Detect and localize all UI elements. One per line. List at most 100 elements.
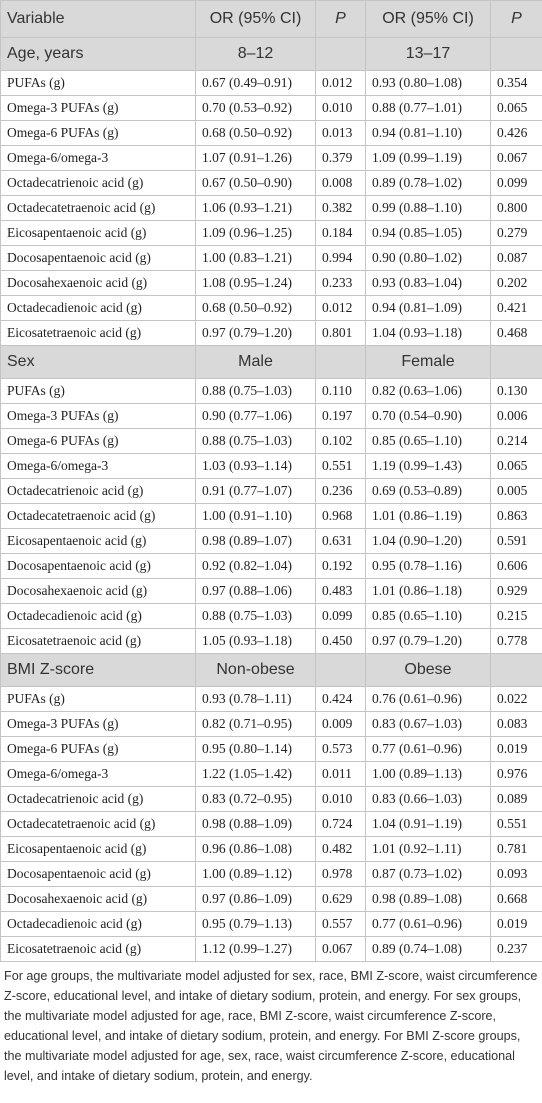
header-cell: OR (95% CI) (195, 0, 316, 38)
value-cell: 0.87 (0.73–1.02) (365, 861, 491, 887)
variable-cell: Octadecatrienoic acid (g) (0, 478, 196, 504)
footnote: For age groups, the multivariate model a… (4, 969, 538, 1083)
value-cell: 0.197 (315, 403, 366, 429)
value-cell: 0.98 (0.89–1.07) (195, 528, 316, 554)
value-cell: 0.93 (0.78–1.11) (195, 686, 316, 712)
value-cell: 0.83 (0.72–0.95) (195, 786, 316, 812)
variable-cell: Docosapentaenoic acid (g) (0, 245, 196, 271)
variable-cell: Eicosapentaenoic acid (g) (0, 220, 196, 246)
variable-cell: Omega-6 PUFAs (g) (0, 428, 196, 454)
value-cell: 0.551 (315, 453, 366, 479)
section-row: Age, years 8–12 13–17 (0, 37, 542, 71)
value-cell: 0.450 (315, 628, 366, 654)
value-cell: 0.778 (490, 628, 542, 654)
value-cell: 0.863 (490, 503, 542, 529)
value-cell: 0.70 (0.54–0.90) (365, 403, 491, 429)
data-row: Docosapentaenoic acid (g) 1.00 (0.89–1.12… (0, 861, 542, 887)
data-row: Omega-6/omega-3 1.03 (0.93–1.14) 0.551 1.19… (0, 453, 542, 479)
value-cell: 0.95 (0.80–1.14) (195, 736, 316, 762)
value-cell: 0.96 (0.86–1.08) (195, 836, 316, 862)
value-cell: 0.631 (315, 528, 366, 554)
group-label: Male (195, 345, 316, 379)
value-cell: 0.483 (315, 578, 366, 604)
value-cell: 0.468 (490, 320, 542, 346)
value-cell: 0.093 (490, 861, 542, 887)
value-cell: 0.426 (490, 120, 542, 146)
data-row: Omega-6 PUFAs (g) 0.95 (0.80–1.14) 0.573 0.… (0, 736, 542, 762)
section-label: Age, years (0, 37, 196, 71)
value-cell: 0.781 (490, 836, 542, 862)
data-row: Omega-6 PUFAs (g) 0.88 (0.75–1.03) 0.102 0.… (0, 428, 542, 454)
value-cell: 0.929 (490, 578, 542, 604)
data-row: Octadecatrienoic acid (g) 0.83 (0.72–0.95… (0, 786, 542, 812)
data-row: PUFAs (g) 0.88 (0.75–1.03) 0.110 0.82 (0.63… (0, 378, 542, 404)
data-row: Octadecatrienoic acid (g) 0.67 (0.50–0.90… (0, 170, 542, 196)
value-cell: 0.083 (490, 711, 542, 737)
value-cell: 1.00 (0.89–1.13) (365, 761, 491, 787)
value-cell: 0.97 (0.88–1.06) (195, 578, 316, 604)
data-row: Omega-6/omega-3 1.22 (1.05–1.42) 0.011 1.00… (0, 761, 542, 787)
value-cell: 0.629 (315, 886, 366, 912)
value-cell: 0.801 (315, 320, 366, 346)
data-row: Eicosapentaenoic acid (g) 1.09 (0.96–1.25… (0, 220, 542, 246)
value-cell: 0.93 (0.83–1.04) (365, 270, 491, 296)
empty-cell (315, 653, 366, 687)
value-cell: 0.90 (0.80–1.02) (365, 245, 491, 271)
variable-cell: Docosahexaenoic acid (g) (0, 886, 196, 912)
value-cell: 0.089 (490, 786, 542, 812)
variable-cell: Docosapentaenoic acid (g) (0, 553, 196, 579)
value-cell: 0.97 (0.79–1.20) (195, 320, 316, 346)
value-cell: 0.382 (315, 195, 366, 221)
value-cell: 0.008 (315, 170, 366, 196)
value-cell: 0.82 (0.71–0.95) (195, 711, 316, 737)
data-row: Eicosatetraenoic acid (g) 1.05 (0.93–1.18… (0, 628, 542, 654)
value-cell: 0.83 (0.66–1.03) (365, 786, 491, 812)
data-row: Octadecatrienoic acid (g) 0.91 (0.77–1.07… (0, 478, 542, 504)
value-cell: 1.09 (0.96–1.25) (195, 220, 316, 246)
value-cell: 1.00 (0.83–1.21) (195, 245, 316, 271)
value-cell: 0.012 (315, 295, 366, 321)
value-cell: 0.184 (315, 220, 366, 246)
variable-cell: Docosahexaenoic acid (g) (0, 270, 196, 296)
variable-cell: Eicosapentaenoic acid (g) (0, 836, 196, 862)
header-cell: OR (95% CI) (365, 0, 491, 38)
group-label: 8–12 (195, 37, 316, 71)
variable-cell: Omega-3 PUFAs (g) (0, 403, 196, 429)
data-row: Eicosapentaenoic acid (g) 0.96 (0.86–1.08… (0, 836, 542, 862)
value-cell: 0.279 (490, 220, 542, 246)
data-row: PUFAs (g) 0.67 (0.49–0.91) 0.012 0.93 (0.80… (0, 70, 542, 96)
value-cell: 0.976 (490, 761, 542, 787)
value-cell: 1.09 (0.99–1.19) (365, 145, 491, 171)
value-cell: 1.01 (0.92–1.11) (365, 836, 491, 862)
value-cell: 0.88 (0.75–1.03) (195, 428, 316, 454)
value-cell: 0.68 (0.50–0.92) (195, 120, 316, 146)
value-cell: 0.89 (0.78–1.02) (365, 170, 491, 196)
data-row: Docosapentaenoic acid (g) 1.00 (0.83–1.21… (0, 245, 542, 271)
value-cell: 0.591 (490, 528, 542, 554)
value-cell: 0.94 (0.81–1.10) (365, 120, 491, 146)
value-cell: 0.354 (490, 70, 542, 96)
value-cell: 0.88 (0.77–1.01) (365, 95, 491, 121)
value-cell: 0.99 (0.88–1.10) (365, 195, 491, 221)
results-table: Variable OR (95% CI) P OR (95% CI) P Age, ye… (0, 0, 542, 962)
value-cell: 0.099 (490, 170, 542, 196)
value-cell: 0.800 (490, 195, 542, 221)
value-cell: 0.012 (315, 70, 366, 96)
data-row: Omega-3 PUFAs (g) 0.90 (0.77–1.06) 0.197 0.… (0, 403, 542, 429)
variable-cell: Octadecatetraenoic acid (g) (0, 811, 196, 837)
group-label: Non-obese (195, 653, 316, 687)
value-cell: 0.557 (315, 911, 366, 937)
value-cell: 1.07 (0.91–1.26) (195, 145, 316, 171)
value-cell: 1.04 (0.93–1.18) (365, 320, 491, 346)
value-cell: 0.89 (0.74–1.08) (365, 936, 491, 962)
value-cell: 0.065 (490, 95, 542, 121)
value-cell: 1.01 (0.86–1.19) (365, 503, 491, 529)
section-label: Sex (0, 345, 196, 379)
section-label: BMI Z-score (0, 653, 196, 687)
variable-cell: Eicosatetraenoic acid (g) (0, 320, 196, 346)
variable-cell: Eicosatetraenoic acid (g) (0, 936, 196, 962)
empty-cell (490, 345, 542, 379)
variable-cell: Octadecatrienoic acid (g) (0, 786, 196, 812)
value-cell: 1.22 (1.05–1.42) (195, 761, 316, 787)
value-cell: 0.67 (0.49–0.91) (195, 70, 316, 96)
